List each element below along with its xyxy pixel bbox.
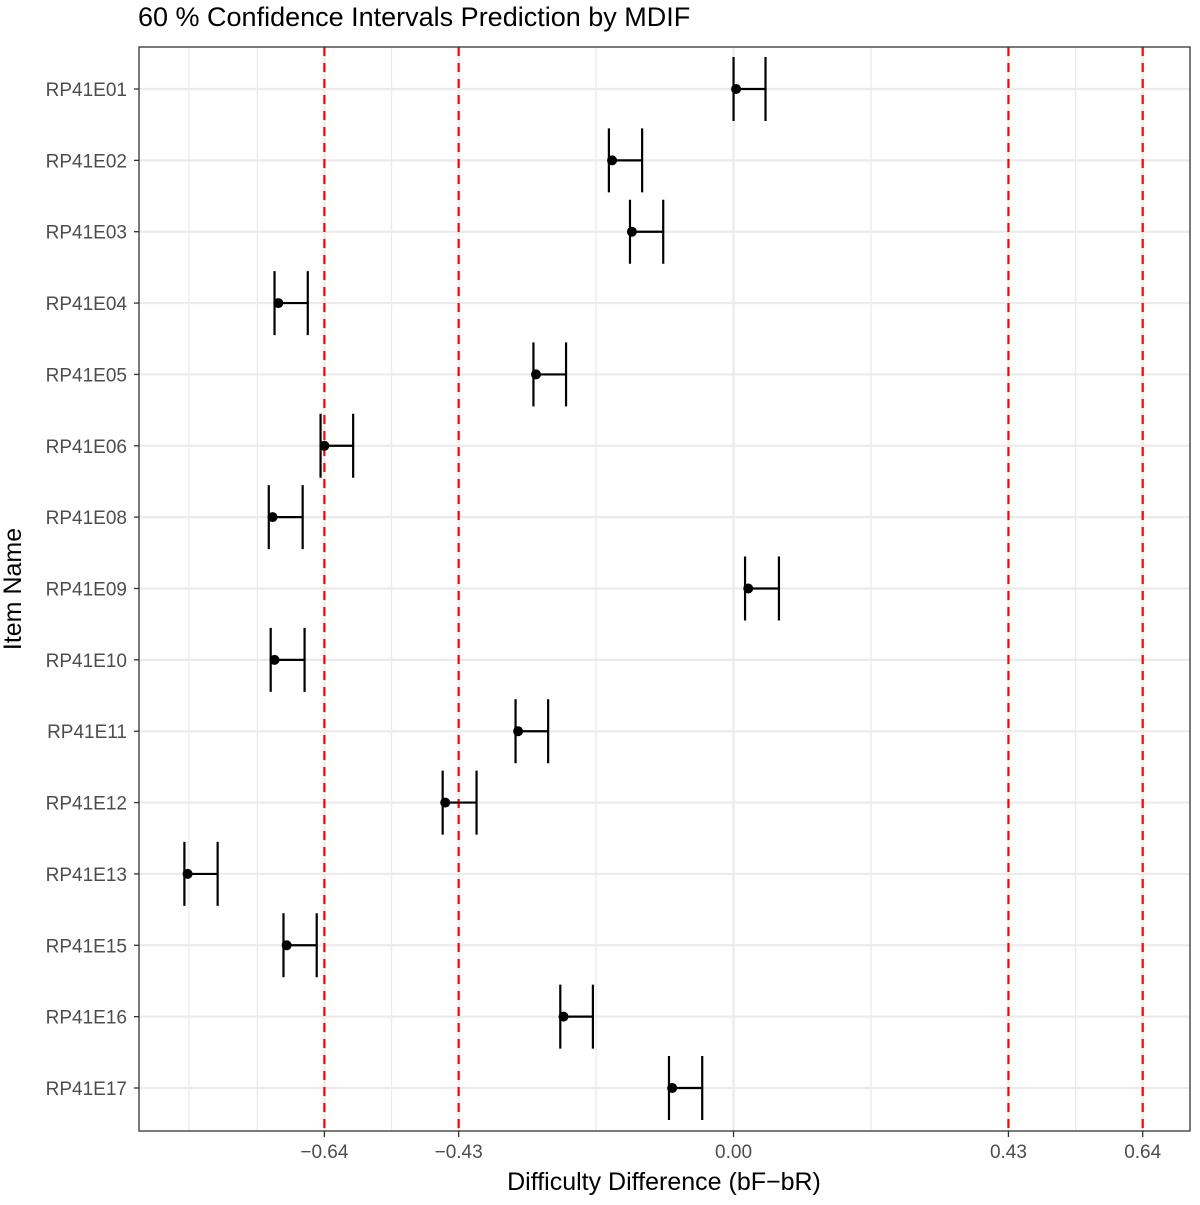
y-tick-label: RP41E04: [46, 294, 128, 315]
y-axis-label: Item Name: [0, 528, 27, 650]
x-axis: −0.64 −0.43 0.00 0.43 0.64: [300, 1131, 1162, 1163]
data-point: [607, 155, 618, 166]
data-point: [743, 583, 754, 594]
y-tick-label: RP41E16: [46, 1008, 127, 1029]
data-point: [626, 226, 637, 237]
x-tick-label: 0.64: [1124, 1142, 1161, 1163]
error-bars: [182, 57, 781, 1120]
y-tick-label: RP41E13: [46, 865, 127, 886]
x-tick-label: −0.43: [435, 1142, 483, 1163]
y-tick-label: RP41E15: [46, 936, 127, 957]
y-tick-label: RP41E02: [46, 151, 127, 172]
y-tick-label: RP41E03: [46, 223, 127, 244]
x-tick-label: −0.64: [300, 1142, 349, 1163]
x-tick-label: 0.43: [990, 1142, 1027, 1163]
y-tick-label: RP41E06: [46, 437, 127, 458]
reference-lines: [323, 47, 1144, 1131]
y-tick-label: RP41E11: [47, 722, 127, 743]
data-point: [440, 797, 451, 808]
y-tick-label: RP41E08: [46, 508, 127, 529]
y-tick-label: RP41E10: [46, 651, 127, 672]
data-point: [731, 84, 742, 94]
y-tick-label: RP41E09: [46, 580, 127, 601]
data-point: [269, 654, 280, 665]
data-point: [281, 940, 292, 951]
data-point: [319, 440, 330, 451]
y-axis: RP41E01 RP41E02 RP41E03 RP41E04 RP41E05 RP41E…: [46, 80, 139, 1100]
x-axis-label: Difficulty Difference (bF−bR): [507, 1168, 821, 1196]
data-point: [667, 1083, 678, 1093]
data-point: [531, 369, 542, 380]
y-tick-label: RP41E17: [46, 1079, 127, 1100]
y-tick-label: RP41E05: [46, 365, 127, 386]
data-point: [267, 512, 278, 523]
y-tick-label: RP41E01: [46, 80, 127, 101]
data-point: [273, 298, 284, 309]
data-point: [513, 726, 524, 737]
chart-title: 60 % Confidence Intervals Prediction by …: [138, 2, 690, 32]
gridlines: [139, 47, 1190, 1131]
data-point: [182, 868, 193, 879]
data-point: [558, 1011, 569, 1022]
y-tick-label: RP41E12: [46, 794, 127, 815]
x-tick-label: 0.00: [715, 1142, 752, 1163]
